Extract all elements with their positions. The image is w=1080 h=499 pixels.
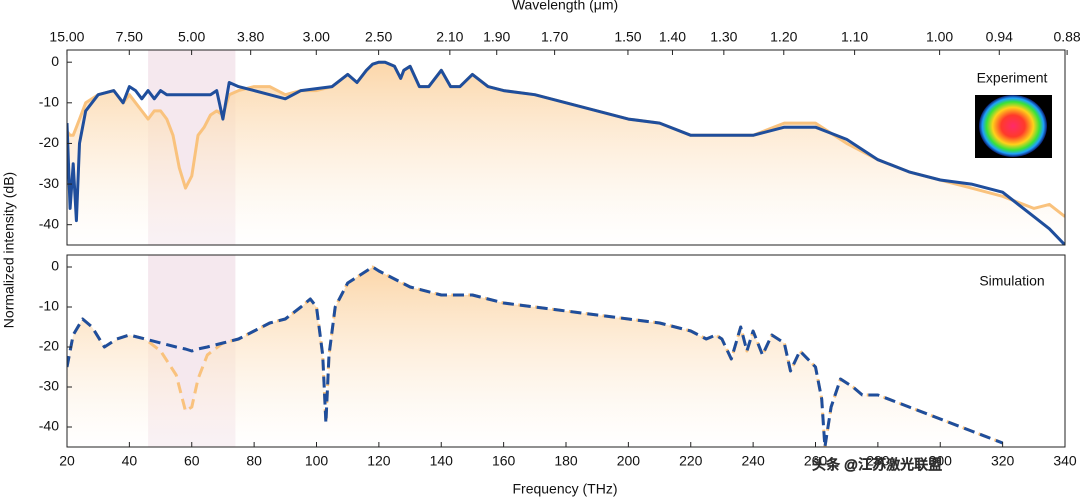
x2-tick-label: 2.10	[436, 29, 463, 45]
x-tick-label: 180	[554, 453, 578, 469]
y-tick-label: -20	[39, 338, 59, 354]
y-tick-label: -30	[39, 378, 59, 394]
x-axis-label: Frequency (THz)	[512, 481, 617, 497]
y-tick-label: -20	[39, 134, 59, 150]
x-tick-label: 60	[184, 453, 200, 469]
x-tick-label: 20	[59, 453, 75, 469]
x-tick-label: 120	[367, 453, 391, 469]
x-tick-label: 80	[246, 453, 262, 469]
y-axis-label: Normalized intensity (dB)	[1, 172, 17, 328]
x2-tick-label: 1.40	[659, 29, 686, 45]
x2-tick-label: 5.00	[178, 29, 205, 45]
x-tick-label: 220	[679, 453, 703, 469]
x2-tick-label: 3.80	[237, 29, 264, 45]
x-tick-label: 280	[866, 453, 890, 469]
panel-label: Simulation	[979, 273, 1044, 289]
y-tick-label: -40	[39, 215, 59, 231]
x2-tick-label: 1.00	[926, 29, 953, 45]
series-line	[67, 265, 1004, 447]
y-tick-label: -10	[39, 94, 59, 110]
area	[67, 267, 1003, 447]
x2-tick-label: 1.30	[710, 29, 737, 45]
x2-tick-label: 15.00	[49, 29, 84, 45]
x-tick-label: 320	[991, 453, 1015, 469]
x2-tick-label: 1.90	[483, 29, 510, 45]
x2-tick-label: 0.88	[1053, 29, 1080, 45]
x2-axis-label: Wavelength (μm)	[512, 0, 618, 13]
x-tick-label: 240	[741, 453, 765, 469]
x2-tick-label: 7.50	[116, 29, 143, 45]
x-tick-label: 40	[122, 453, 138, 469]
x-tick-label: 100	[305, 453, 329, 469]
x2-tick-label: 2.50	[365, 29, 392, 45]
plot-area	[67, 50, 1065, 245]
x2-tick-label: 3.00	[303, 29, 330, 45]
x2-tick-label: 1.20	[770, 29, 797, 45]
x2-tick-label: 1.50	[614, 29, 641, 45]
x2-tick-label: 1.70	[541, 29, 568, 45]
x-tick-label: 160	[492, 453, 516, 469]
y-tick-label: 0	[51, 258, 59, 274]
plot-area	[67, 255, 1004, 447]
x-tick-label: 300	[929, 453, 953, 469]
y-tick-label: -10	[39, 298, 59, 314]
y-tick-label: -40	[39, 418, 59, 434]
y-tick-label: -30	[39, 175, 59, 191]
x-tick-label: 200	[617, 453, 641, 469]
x2-tick-label: 0.94	[986, 29, 1013, 45]
area	[67, 62, 1065, 245]
x2-tick-label: 1.10	[841, 29, 868, 45]
watermark: 头条 @江苏激光联盟	[812, 457, 942, 473]
panel-label: Experiment	[977, 70, 1048, 86]
y-tick-label: 0	[51, 53, 59, 69]
x-tick-label: 340	[1053, 453, 1077, 469]
series-line	[67, 60, 1065, 245]
beam-profile	[979, 95, 1047, 157]
x-tick-label: 140	[430, 453, 454, 469]
panel-frame	[66, 49, 1066, 246]
x-tick-label: 260	[804, 453, 828, 469]
